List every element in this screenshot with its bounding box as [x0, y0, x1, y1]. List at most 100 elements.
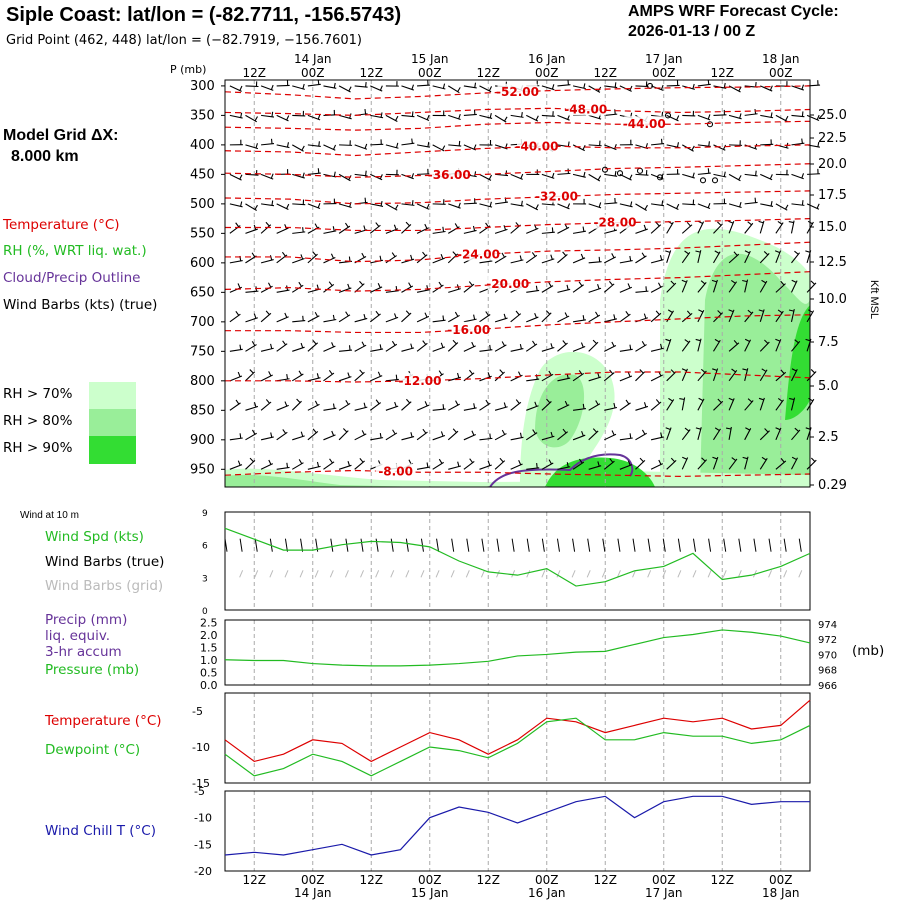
wind-barb [338, 314, 351, 323]
wind-barb [790, 220, 795, 234]
wind-barb-flag [286, 374, 289, 380]
wind-barb-flag [408, 459, 412, 465]
date-label-top: 18 Jan [762, 52, 800, 66]
wind-barb [650, 203, 665, 207]
wind-barb [728, 253, 740, 264]
pressure-tick-label: 950 [190, 462, 215, 477]
kft-tick-label: 15.0 [818, 220, 847, 235]
wind-barb-flag [519, 432, 523, 438]
wind-barb-flag [349, 201, 352, 208]
wind-barb-flag [377, 282, 381, 288]
wind-barb-flag [531, 252, 536, 257]
grid-wind-barb [707, 570, 712, 578]
wind-barb-flag [742, 279, 748, 283]
panel-precip-pressure: 2.52.01.51.00.50.0 974 972 970 968 966 [200, 617, 837, 693]
wind-barb [229, 375, 243, 382]
wind-barb [604, 173, 618, 177]
legend-precip-accum: 3-hr accum [45, 644, 122, 660]
wind-barb [760, 173, 773, 181]
wind-barb-flag [535, 115, 539, 121]
wind-barb-flag [251, 341, 256, 346]
wind-barb-flag [458, 202, 461, 208]
wind-barb [354, 460, 365, 470]
wind-barb-flag [655, 221, 660, 227]
wind-barb-flag [458, 113, 461, 120]
wind-barb [479, 402, 491, 411]
wind-barb-flag [583, 171, 586, 178]
rh-bin-70-label: RH > 70% [3, 386, 73, 402]
wind-barb-flag [328, 281, 333, 287]
pressure-tick-label: 550 [190, 226, 215, 241]
wind-barb [432, 230, 446, 234]
true-wind-barb [783, 538, 787, 552]
temp-y-tick: -5 [192, 705, 203, 718]
wind-barb-flag [714, 338, 720, 343]
true-wind-barb [224, 538, 228, 552]
wind-barb-flag [520, 200, 523, 206]
grid-wind-barb [269, 570, 274, 578]
panel-temperature-dewpoint: -5 -10 -15 [192, 692, 811, 790]
wind-barb-flag [235, 222, 240, 228]
wind-barb [416, 404, 430, 411]
legend-wind-barbs: Wind Barbs (kts) (true) [3, 297, 158, 313]
wind-barb [276, 343, 288, 352]
wind-barb [775, 460, 787, 470]
rh80-mid-area [535, 374, 585, 448]
wind-barb [588, 287, 602, 293]
true-wind-barb [360, 538, 364, 552]
wind-barb-flag [655, 399, 660, 404]
wind-barb-flag [548, 370, 552, 376]
wind-barb-flag [643, 313, 647, 319]
wind-barb [635, 255, 647, 264]
wind-barb [697, 459, 707, 470]
wind-barb-flag [774, 250, 781, 254]
wind-barb-flag [487, 460, 491, 466]
wind-barb-flag [810, 280, 815, 285]
wind-barb [338, 464, 352, 470]
wind-barb [526, 114, 539, 122]
wind-barb [447, 253, 459, 264]
precip-y-tick: 0.5 [200, 667, 218, 680]
isotherm-label: -32.00 [535, 190, 578, 204]
wind-barb-flag [597, 461, 600, 467]
wind-barb-flag [701, 457, 706, 462]
wind-barb [604, 406, 618, 411]
grid-wind-barb [496, 570, 500, 578]
true-wind-barb [692, 538, 696, 552]
wind-barb-flag [330, 253, 334, 259]
grid-wind-barb [375, 570, 380, 578]
wind-barb [619, 286, 633, 293]
legend-precip: Precip (mm) [45, 612, 128, 628]
wind-barb-flag [595, 400, 599, 406]
wind-barb-flag [365, 170, 367, 176]
wind-barb-flag [251, 252, 256, 258]
wind-barb [541, 347, 555, 352]
kft-tick-label: 2.5 [818, 430, 839, 445]
wind-barb-flag [312, 251, 317, 256]
wind-barb-flag [237, 283, 241, 289]
wind-barb-flag [754, 197, 757, 203]
wind-barb-flag [347, 461, 351, 467]
kft-tick-label: 5.0 [818, 379, 839, 394]
wind-barb-flag [424, 401, 428, 407]
wind-barb [401, 312, 412, 323]
wind-barb-flag [440, 342, 444, 348]
isotherm-line [225, 241, 811, 263]
wind-barb [572, 284, 584, 293]
legend-precip-liq: liq. equiv. [45, 628, 111, 644]
wind-barb [713, 223, 723, 234]
wind-barb [385, 255, 397, 264]
wind-barb-flag [249, 457, 254, 463]
wind-barb [697, 250, 702, 263]
wind-barb-flag [566, 284, 569, 290]
wind-barb [759, 280, 768, 293]
wind-barb-flag [695, 427, 701, 430]
rh-bin-80-swatch [89, 409, 136, 436]
kft-tick-label: 20.0 [818, 157, 847, 172]
kft-tick-label: 7.5 [818, 335, 839, 350]
wind-barb [791, 142, 805, 146]
wind-barb [354, 344, 367, 352]
wind-barb-flag [747, 221, 752, 226]
wind-barb-flag [723, 171, 726, 177]
